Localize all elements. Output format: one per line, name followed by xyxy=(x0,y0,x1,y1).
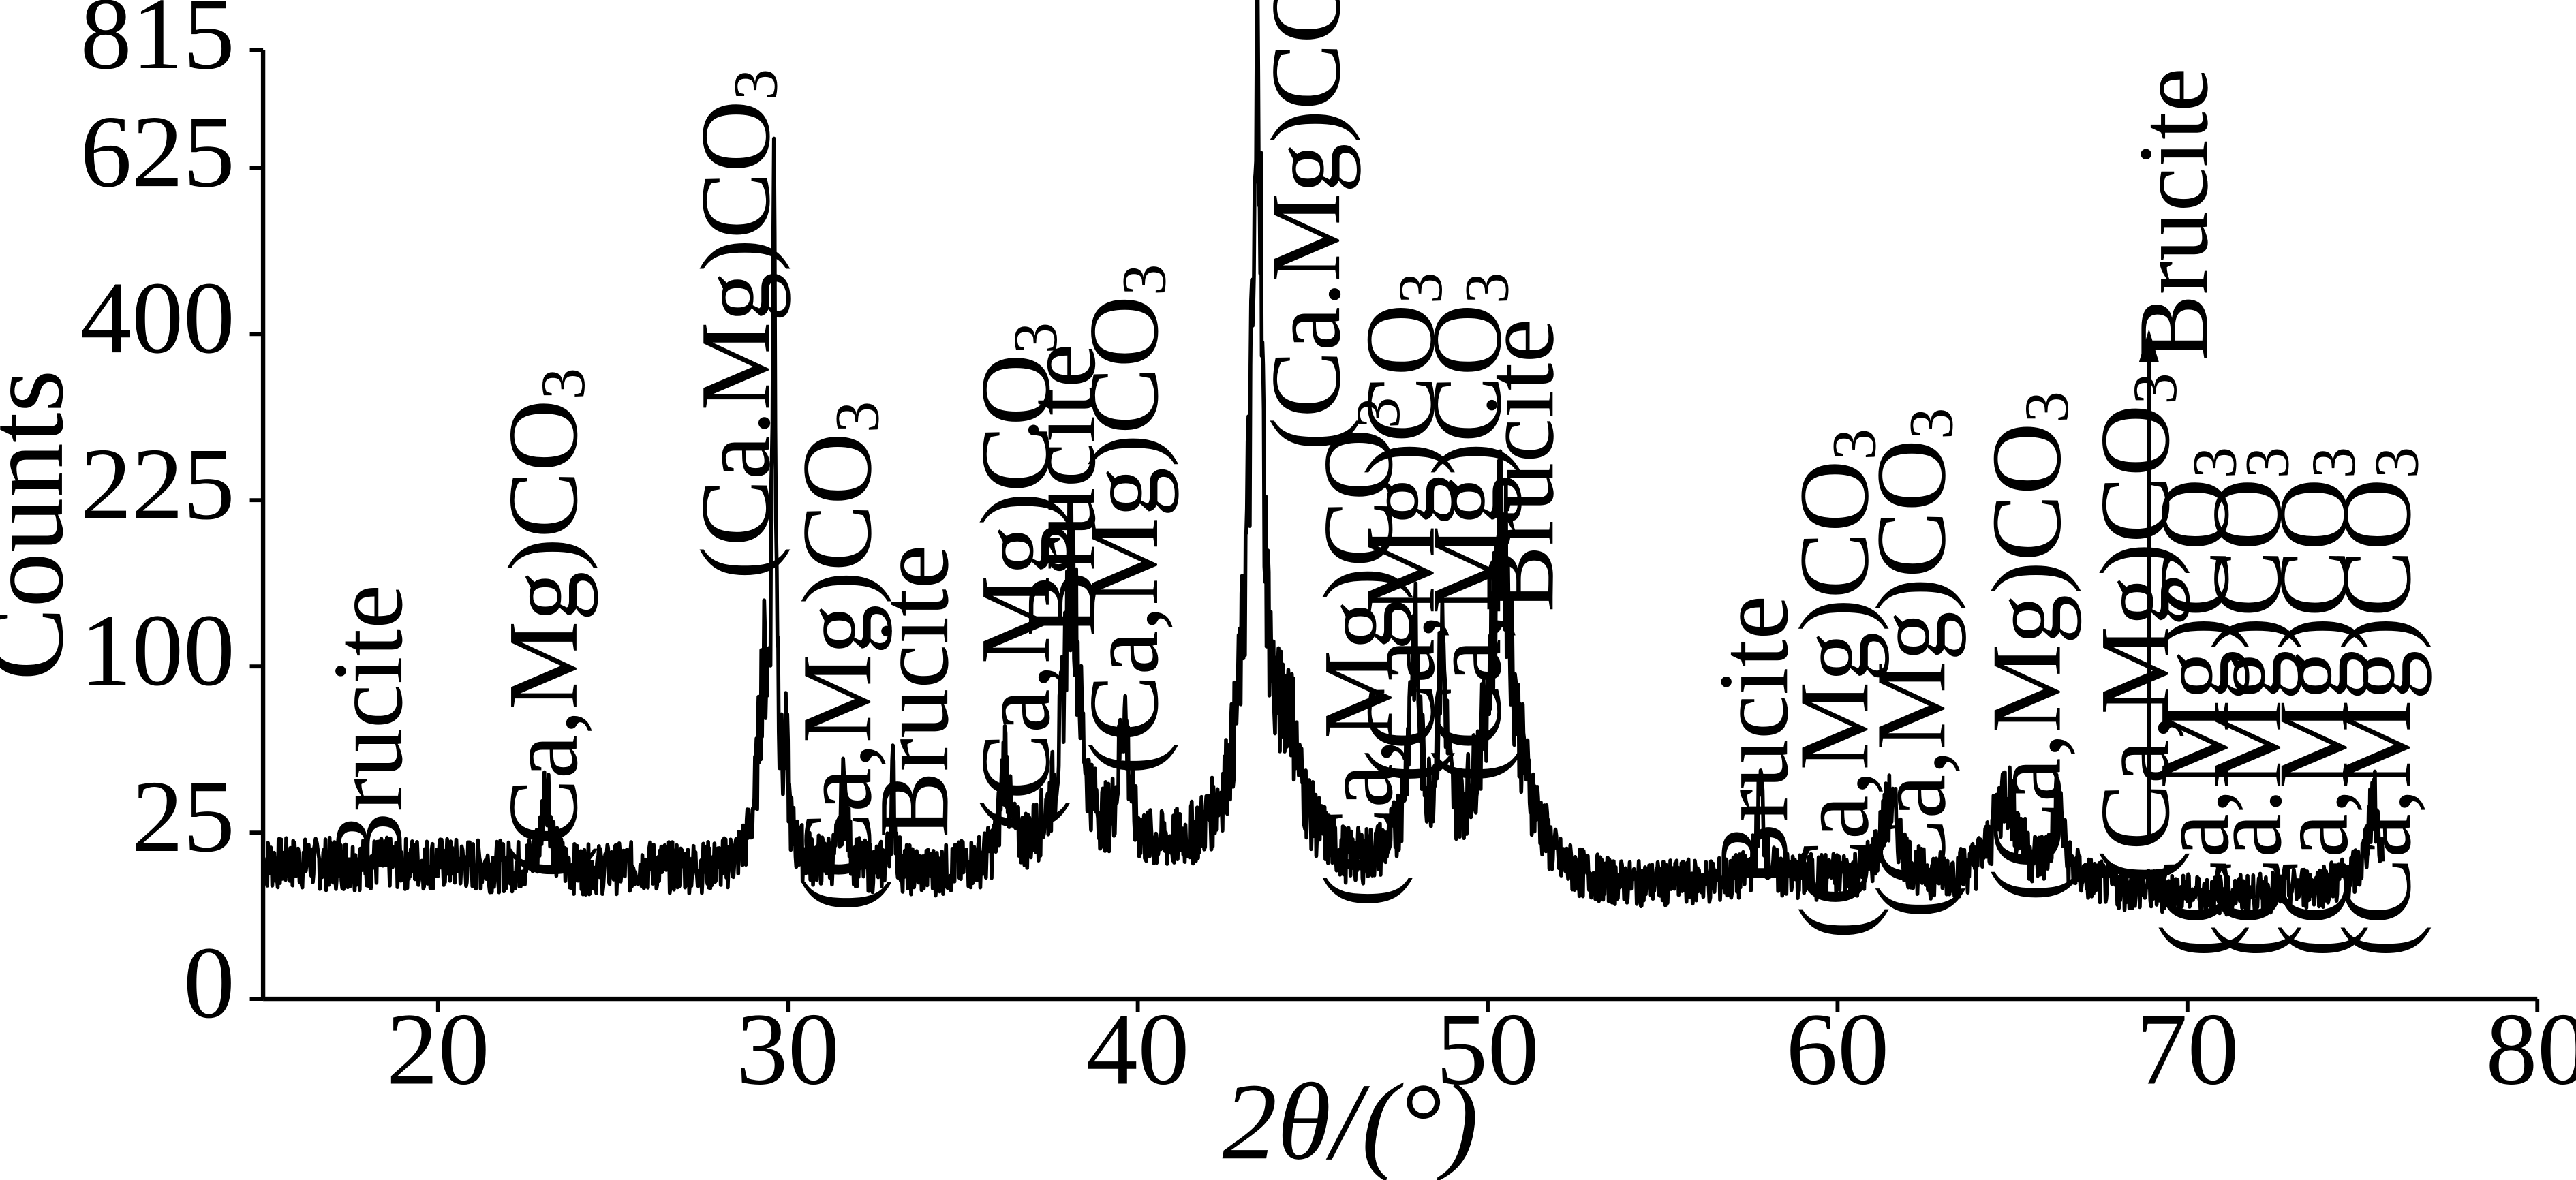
peak-label-text: (Ca,Mg)CO xyxy=(488,399,598,878)
peak-label-text: (Ca.Mg)CO xyxy=(680,100,791,579)
y-tick-label: 25 xyxy=(132,759,234,873)
peak-label-subscript: 3 xyxy=(1000,322,1071,354)
peak-label-text: (Ca.Mg)CO xyxy=(1251,0,1361,450)
peak-label: (Ca,Mg)CO3 xyxy=(2080,373,2190,884)
peak-label: (Ca,Mg)CO3 xyxy=(2139,447,2250,958)
peak-label-subscript: 3 xyxy=(822,401,892,433)
peak-label-text: (Ca,Mg)CO xyxy=(2139,478,2250,957)
axes xyxy=(260,50,2538,1002)
x-tick-label: 80 xyxy=(2486,992,2576,1106)
peak-label-text: (Ca,Mg)CO xyxy=(1303,429,1413,907)
peak-label: (Ca.Mg)CO3 xyxy=(680,69,791,580)
peak-label: (Ca,Mg)CO3 xyxy=(1779,429,1889,940)
peak-label-text: Brucite xyxy=(2118,67,2228,361)
peak-label: Brucite xyxy=(859,544,969,838)
peak-label-text: (Ca,Mg)CO xyxy=(2258,478,2369,957)
peak-label: (Ca,Mg)CO3 xyxy=(2258,447,2369,958)
y-tick-label: 225 xyxy=(80,426,235,541)
peak-label-subscript: 3 xyxy=(1343,397,1413,429)
peak-label: Brucite xyxy=(313,585,423,878)
x-tick-label: 60 xyxy=(1786,992,1889,1106)
y-axis-title: Counts xyxy=(0,370,86,681)
peak-label-text: Brucite xyxy=(313,585,423,878)
peak-label-subscript: 3 xyxy=(2232,447,2302,478)
peak-label: (Ca,Mg)CO3 xyxy=(960,322,1071,833)
peak-label: (Ca.Mg)CO3 xyxy=(1251,0,1361,450)
y-tick-label: 815 xyxy=(80,0,235,91)
peak-label: (Ca,Mg)CO3 xyxy=(2321,447,2432,958)
peak-label: (Ca,Mg)CO3 xyxy=(782,401,892,912)
peak-label-subscript: 3 xyxy=(2120,373,2190,404)
peak-label-subscript: 3 xyxy=(1819,429,1889,460)
peak-label-subscript: 3 xyxy=(720,69,791,100)
peak-label-text: (Ca,Mg)CO xyxy=(1411,304,1522,783)
xrd-pattern-line xyxy=(261,0,2385,917)
y-tick-label: 100 xyxy=(80,593,235,707)
annotation-layer: Brucite (Ca,Mg)CO3 (Ca.Mg)CO3(Ca,Mg)CO3Bru… xyxy=(313,0,2432,957)
peak-label: Brucite xyxy=(2118,67,2228,361)
peak-label-text: (Ca,Mg)CO xyxy=(1972,422,2082,901)
peak-label: (Ca.Mg)CO3 xyxy=(2192,447,2302,958)
brucite-arrow-head xyxy=(2138,329,2159,362)
peak-label: (Ca,Mg)CO3 xyxy=(488,368,598,879)
peak-label-text: (Ca,Mg)CO xyxy=(1069,296,1179,775)
peak-label: (Ca,Mg)CO3 xyxy=(1069,264,1179,775)
peak-label-text: (Ca,Mg)CO xyxy=(2080,405,2190,884)
peak-label: Brucite xyxy=(1006,343,1116,637)
peak-label-text: (Ca,Mg)CO xyxy=(2321,478,2432,957)
peak-label-subscript: 3 xyxy=(2361,447,2432,478)
peak-label-text: Brucite xyxy=(1006,343,1116,637)
x-tick-label: 40 xyxy=(1086,992,1189,1106)
peak-label-subscript: 3 xyxy=(2011,391,2081,422)
peak-label-subscript: 3 xyxy=(2298,447,2368,478)
peak-label-subscript: 3 xyxy=(1452,273,1522,304)
y-tick-label: 625 xyxy=(80,94,235,208)
peak-label: (Ca,Mg)CO3 xyxy=(1972,391,2082,902)
x-tick-label: 70 xyxy=(2136,992,2239,1106)
peak-label: (Ca,Mg)CO3 xyxy=(1303,397,1413,908)
peak-label-subscript: 3 xyxy=(1109,264,1179,296)
peak-label-subscript: 3 xyxy=(1385,273,1455,304)
x-tick-label: 50 xyxy=(1436,992,1539,1106)
peak-label-text: (Ca,Mg)CO xyxy=(782,433,892,912)
peak-label-text: Brucite xyxy=(859,544,969,838)
peak-label-text: (Ca,Mg)CO xyxy=(1856,439,1966,918)
peak-label-text: (Ca.Mg)CO xyxy=(2192,478,2302,957)
peak-label: (Ca,Mg)CO3 xyxy=(1345,273,1456,783)
peak-label: (Ca,Mg)CO3 xyxy=(1411,273,1522,783)
x-axis-title: 2θ/(°) xyxy=(1223,1061,1479,1180)
peak-label-subscript: 3 xyxy=(2179,447,2250,478)
peak-label-subscript: 3 xyxy=(528,368,598,399)
y-tick-label: 400 xyxy=(80,260,235,375)
peak-label-text: (Ca,Mg)CO xyxy=(960,354,1071,833)
peak-label-text: Brucite xyxy=(1464,319,1574,612)
peak-label-text: (Ca,Mg)CO xyxy=(1345,304,1456,783)
peak-label: Brucite xyxy=(1698,595,1809,889)
peak-label-text: Brucite xyxy=(1698,595,1809,889)
peak-label-subscript: 3 xyxy=(1896,408,1966,439)
x-tick-label: 30 xyxy=(737,992,840,1106)
x-tick-label: 20 xyxy=(386,992,489,1106)
peak-label: (Ca,Mg)CO3 xyxy=(1856,408,1966,919)
peak-label: Brucite xyxy=(1464,319,1574,612)
peak-label-text: (Ca,Mg)CO xyxy=(1779,460,1889,939)
y-tick-label: 0 xyxy=(183,925,235,1040)
